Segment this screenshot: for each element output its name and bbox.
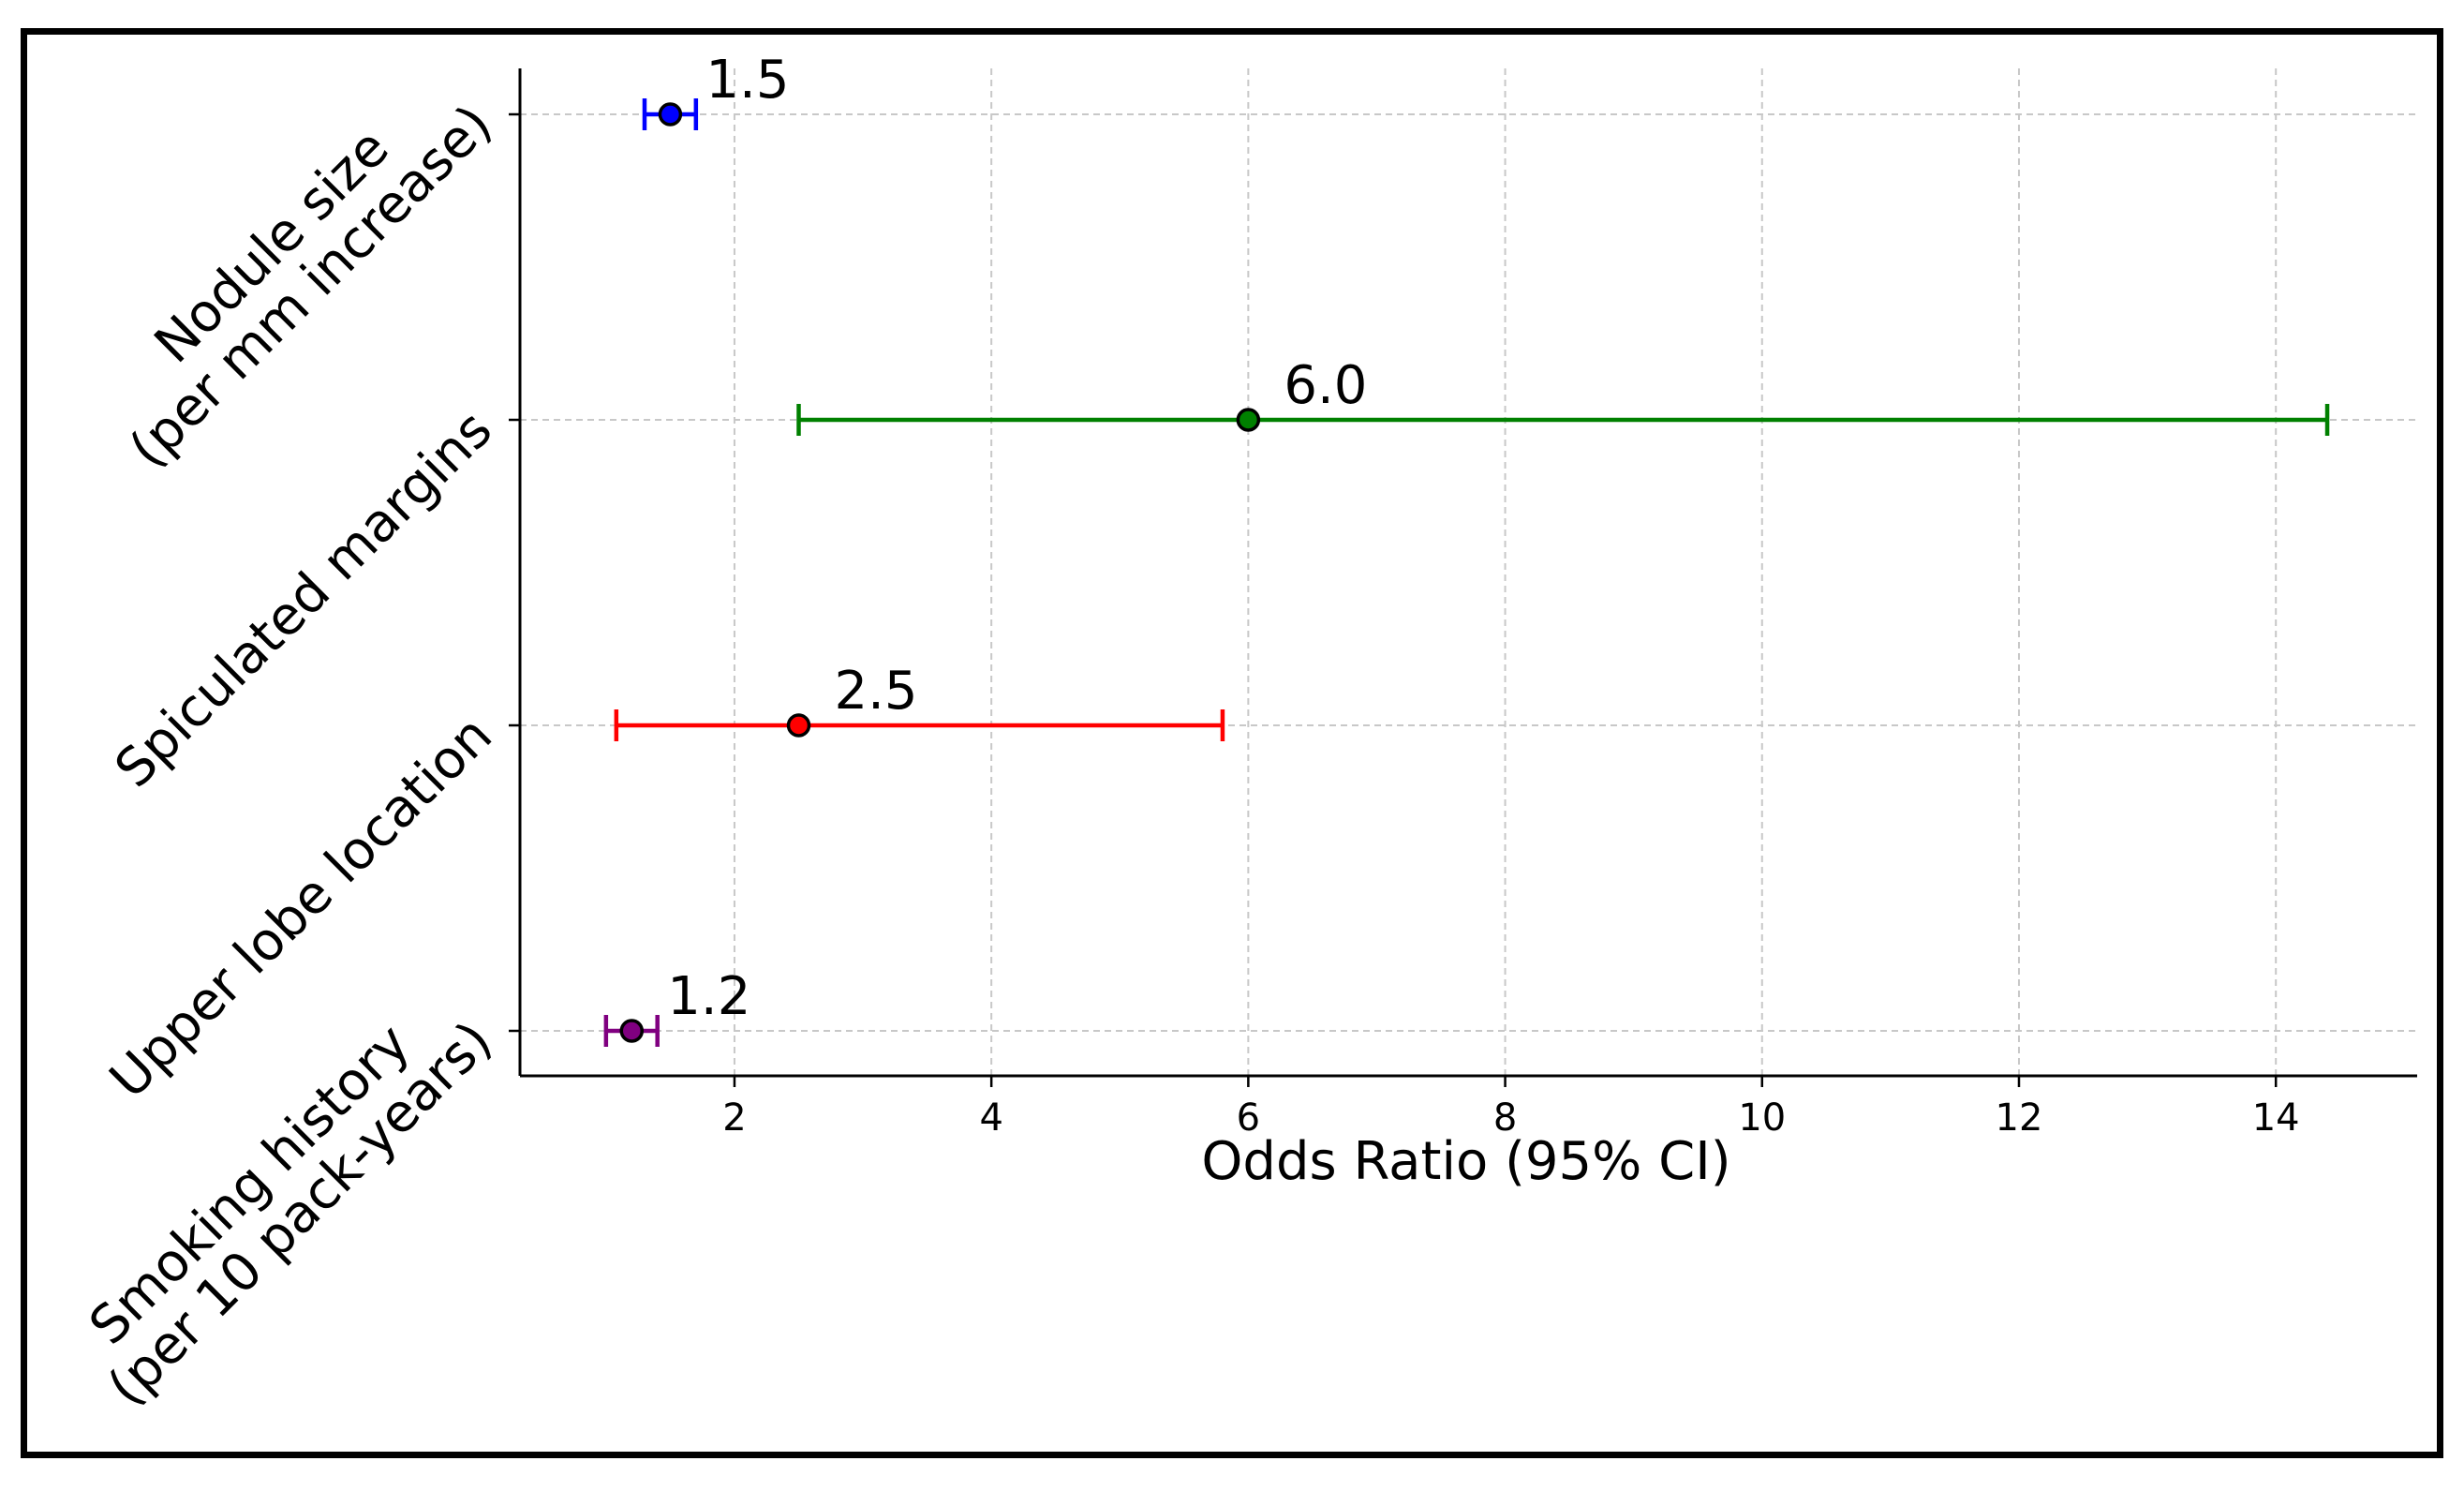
- value-label: 6.0: [1284, 355, 1367, 416]
- labels-layer: 2 4 6 8 10 12 14 1.5 Nodule size(per mm increase…: [57, 50, 2300, 1418]
- odds-ratio-point: [619, 1019, 645, 1043]
- figure-frame: [21, 28, 2443, 1458]
- x-tick-label: 10: [1738, 1096, 1786, 1140]
- x-tick-label: 2: [722, 1096, 746, 1140]
- value-label: 2.5: [835, 661, 918, 722]
- x-tick-label: 6: [1237, 1096, 1260, 1140]
- odds-ratio-point: [1236, 408, 1261, 432]
- marks-layer: [603, 98, 2330, 1047]
- x-tick-label: 14: [2252, 1096, 2300, 1140]
- x-tick-label: 8: [1493, 1096, 1517, 1140]
- odds-ratio-point: [658, 102, 683, 127]
- axes-layer: [509, 68, 2417, 1087]
- value-label: 1.2: [667, 966, 750, 1027]
- category-label: Nodule size(per mm increase): [79, 54, 504, 480]
- x-tick-label: 12: [1996, 1096, 2043, 1140]
- category-label: Smoking history(per 10 pack-years): [57, 971, 504, 1418]
- grid-layer: [520, 68, 2417, 1076]
- x-tick-label: 4: [979, 1096, 1002, 1140]
- value-label: 1.5: [705, 50, 789, 111]
- x-axis-label: Odds Ratio (95% CI): [1201, 1131, 1730, 1192]
- odds-ratio-point: [786, 713, 811, 738]
